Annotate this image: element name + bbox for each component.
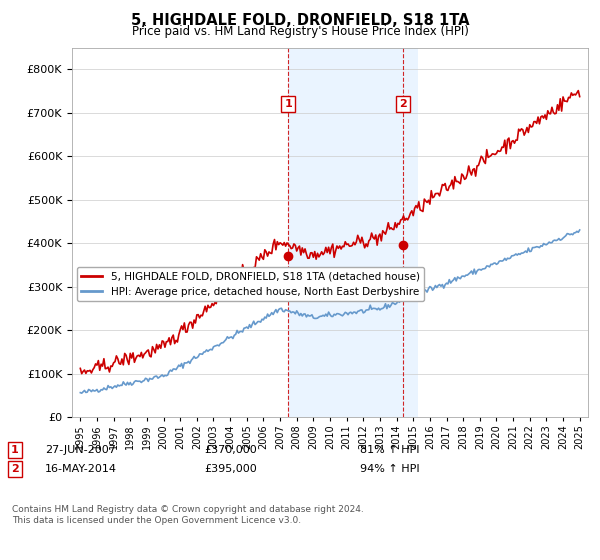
Bar	[288, 48, 418, 417]
Text: 81% ↑ HPI: 81% ↑ HPI	[360, 445, 419, 455]
Text: 94% ↑ HPI: 94% ↑ HPI	[360, 464, 419, 474]
Text: 1: 1	[284, 99, 292, 109]
Text: 16-MAY-2014: 16-MAY-2014	[45, 464, 117, 474]
Text: 1: 1	[11, 445, 19, 455]
Text: 2: 2	[11, 464, 19, 474]
Legend: 5, HIGHDALE FOLD, DRONFIELD, S18 1TA (detached house), HPI: Average price, detac: 5, HIGHDALE FOLD, DRONFIELD, S18 1TA (de…	[77, 267, 424, 301]
Text: 5, HIGHDALE FOLD, DRONFIELD, S18 1TA: 5, HIGHDALE FOLD, DRONFIELD, S18 1TA	[131, 13, 469, 28]
Text: 27-JUN-2007: 27-JUN-2007	[45, 445, 116, 455]
Text: 2: 2	[399, 99, 407, 109]
Text: £370,000: £370,000	[204, 445, 257, 455]
Text: Contains HM Land Registry data © Crown copyright and database right 2024.
This d: Contains HM Land Registry data © Crown c…	[12, 505, 364, 525]
Text: £395,000: £395,000	[204, 464, 257, 474]
Text: Price paid vs. HM Land Registry's House Price Index (HPI): Price paid vs. HM Land Registry's House …	[131, 25, 469, 38]
